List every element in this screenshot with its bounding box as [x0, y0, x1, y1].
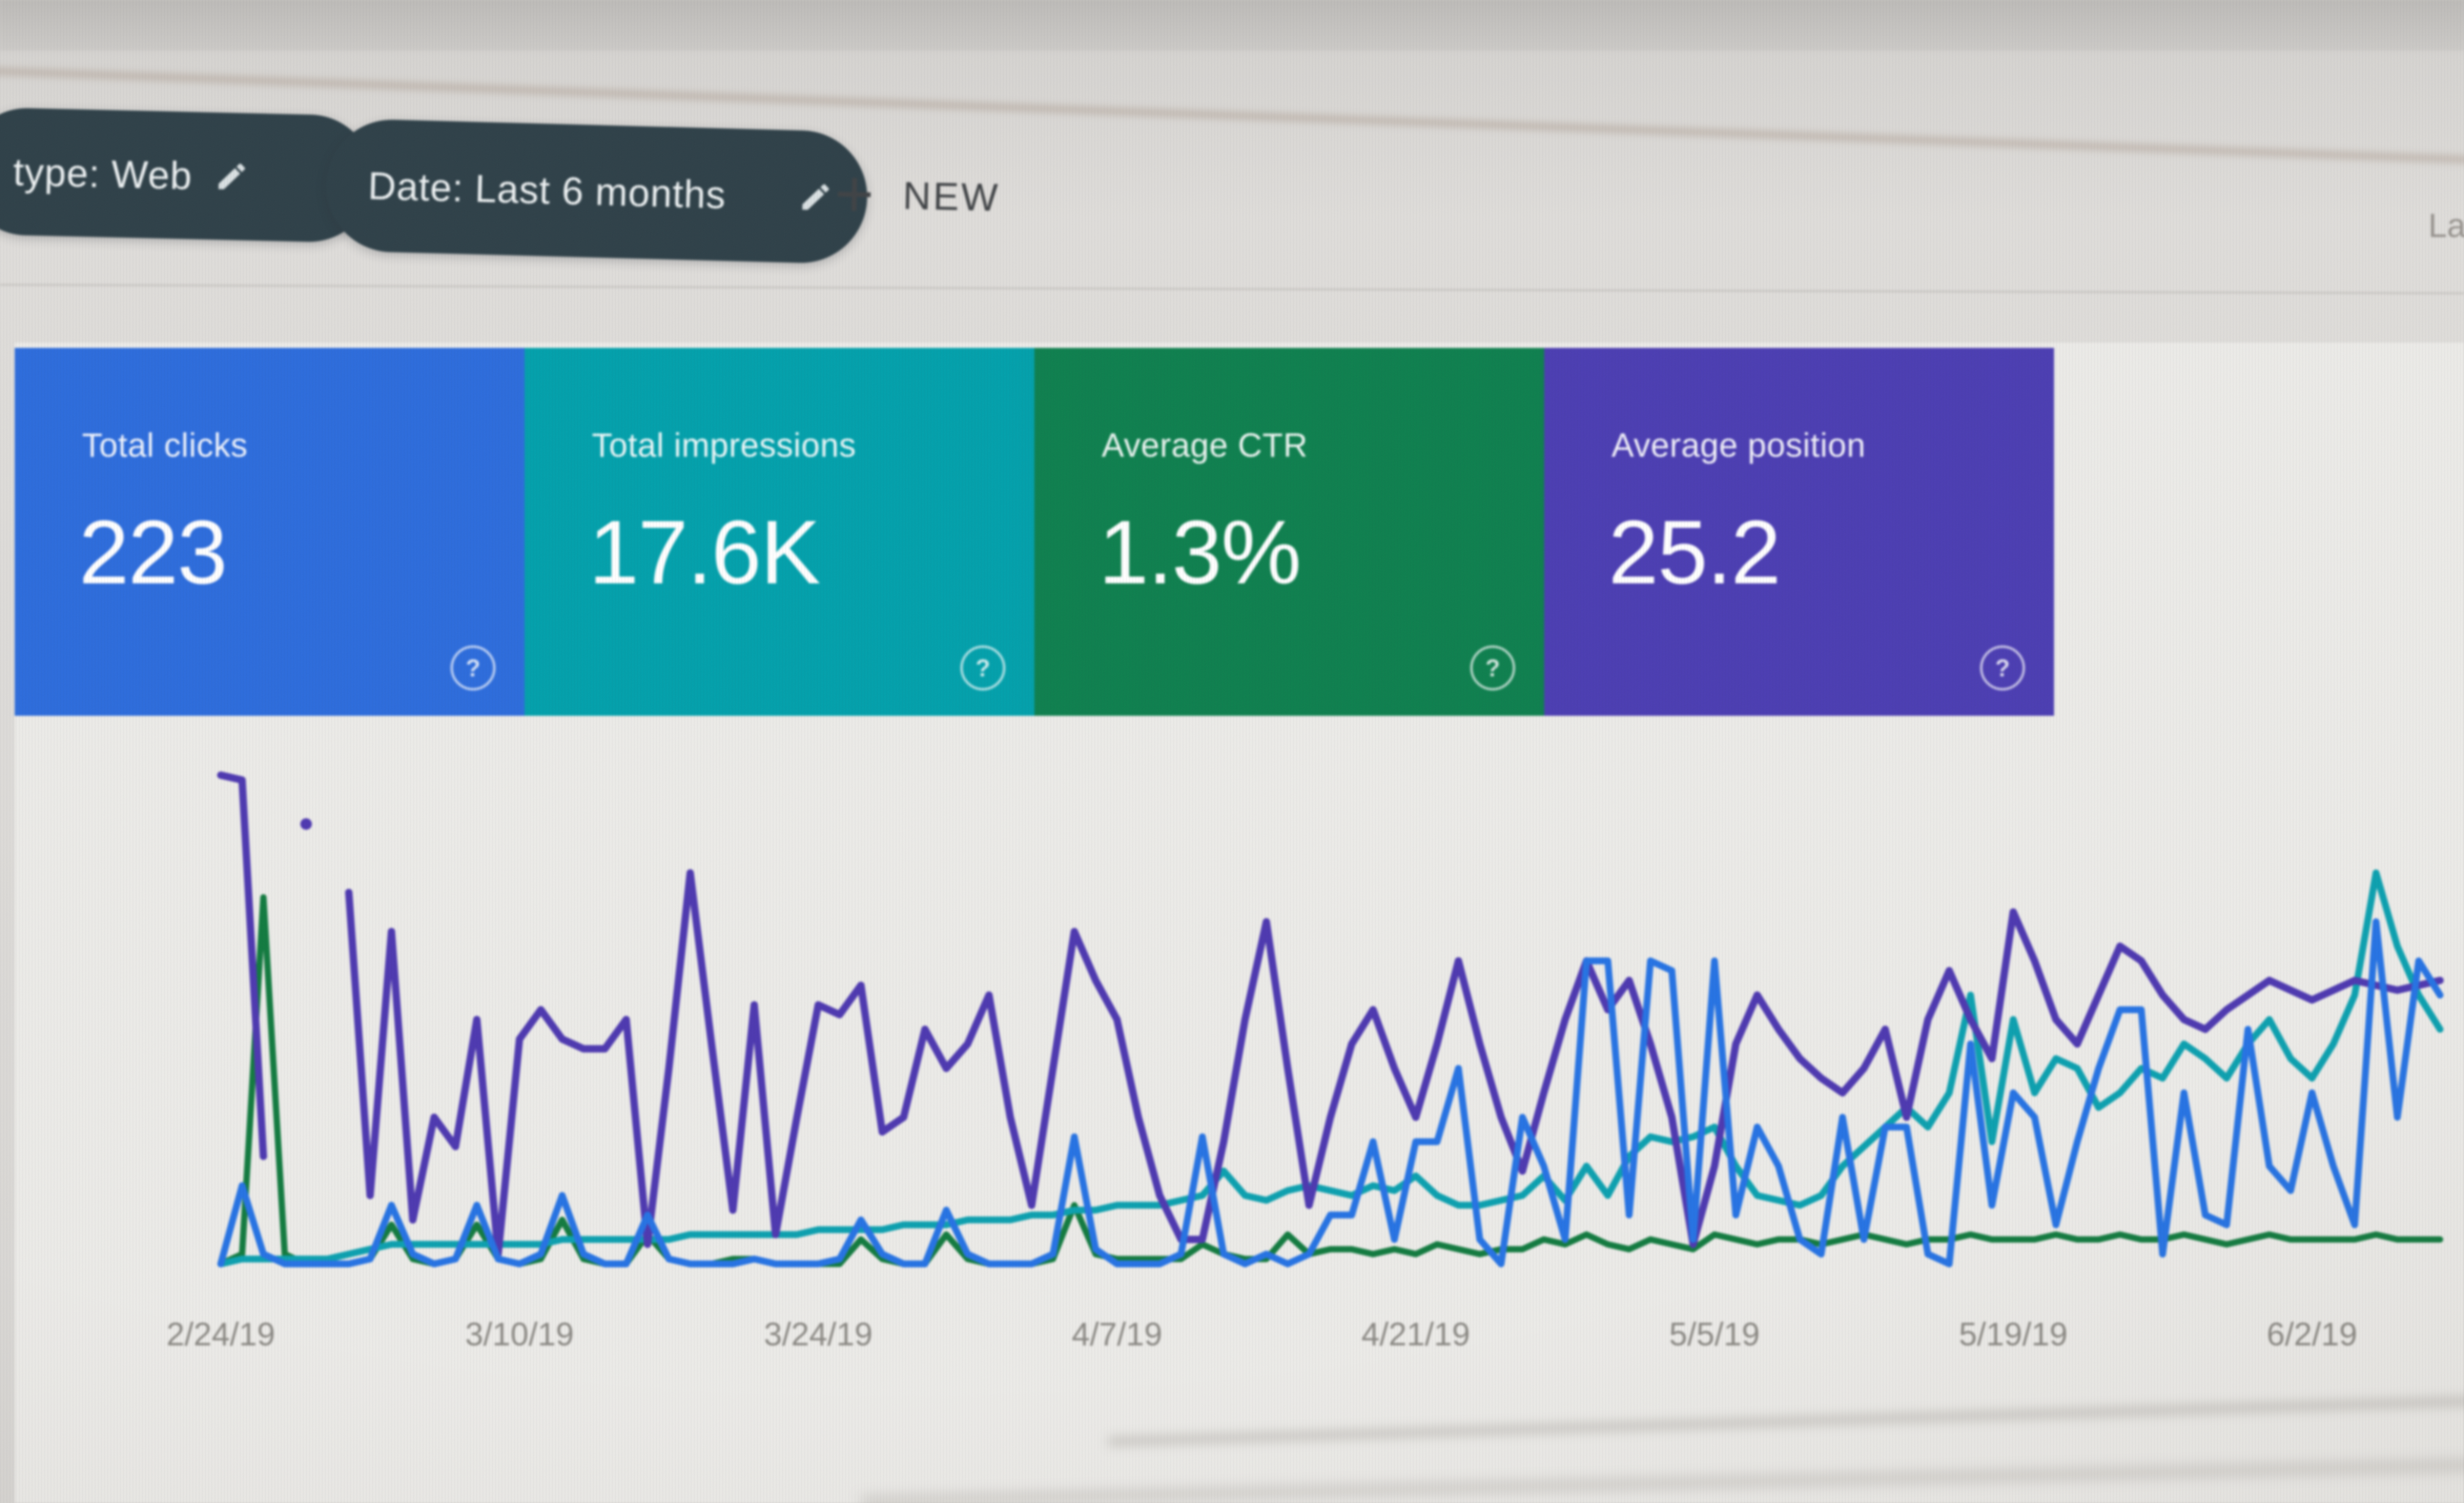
card-title: Total clicks — [82, 426, 248, 464]
filter-chip-search-type[interactable]: type: Web — [0, 107, 375, 243]
filter-chip-date-range-label: Date: Last 6 months — [367, 163, 727, 217]
x-axis-tick-label: 5/19/19 — [1958, 1316, 2068, 1353]
chart-x-axis: 2/24/19 3/10/19 3/24/19 4/7/19 4/21/19 5/5/19… — [167, 1316, 2460, 1363]
pencil-icon[interactable] — [798, 179, 834, 215]
last-updated-truncated-text: La — [2428, 207, 2464, 244]
performance-report-panel: Total clicks 223? Total impressions 17.6K? A… — [15, 343, 2464, 1503]
filter-chip-date-range[interactable]: Date: Last 6 months — [324, 118, 869, 265]
card-title: Average position — [1611, 426, 1866, 464]
card-value: 17.6K — [589, 502, 820, 603]
summary-card-total-impressions[interactable]: Total impressions 17.6K? — [525, 348, 1034, 716]
x-axis-tick-label: 3/10/19 — [465, 1316, 574, 1353]
filter-chip-search-type-label: type: Web — [13, 149, 193, 198]
pencil-icon[interactable] — [214, 159, 249, 194]
summary-card-average-position[interactable]: Average position 25.2? — [1544, 348, 2054, 716]
card-title: Average CTR — [1102, 426, 1308, 464]
summary-cards-row: Total clicks 223? Total impressions 17.6K? A… — [15, 348, 2054, 716]
help-icon[interactable]: ? — [960, 645, 1005, 691]
new-filter-button-label: NEW — [902, 173, 1001, 219]
plus-icon: + — [834, 156, 875, 232]
x-axis-tick-label: 3/24/19 — [764, 1316, 873, 1353]
series-line-ctr — [218, 894, 2444, 1267]
summary-card-average-ctr[interactable]: Average CTR 1.3%? — [1034, 348, 1544, 716]
series-point-average-position — [300, 818, 312, 830]
series-line-average-position — [345, 869, 2444, 1258]
help-icon[interactable]: ? — [1470, 645, 1515, 691]
x-axis-tick-label: 5/5/19 — [1669, 1316, 1760, 1353]
series-line-impressions — [217, 869, 2444, 1268]
card-value: 223 — [79, 502, 228, 603]
card-value: 25.2 — [1608, 502, 1781, 603]
chart-svg — [217, 771, 2444, 1268]
help-icon[interactable]: ? — [1980, 645, 2025, 691]
x-axis-tick-label: 2/24/19 — [166, 1316, 275, 1353]
performance-line-chart[interactable] — [215, 752, 2460, 1293]
card-title: Total impressions — [592, 426, 856, 464]
help-icon[interactable]: ? — [450, 645, 496, 691]
new-filter-button[interactable]: + NEW — [834, 156, 1001, 232]
x-axis-tick-label: 4/7/19 — [1071, 1316, 1163, 1353]
x-axis-tick-label: 6/2/19 — [2266, 1316, 2357, 1353]
header-divider — [0, 283, 2464, 295]
x-axis-tick-label: 4/21/19 — [1361, 1316, 1471, 1353]
card-value: 1.3% — [1098, 502, 1301, 603]
summary-card-total-clicks[interactable]: Total clicks 223? — [15, 348, 525, 716]
browser-chrome-band — [0, 0, 2464, 50]
